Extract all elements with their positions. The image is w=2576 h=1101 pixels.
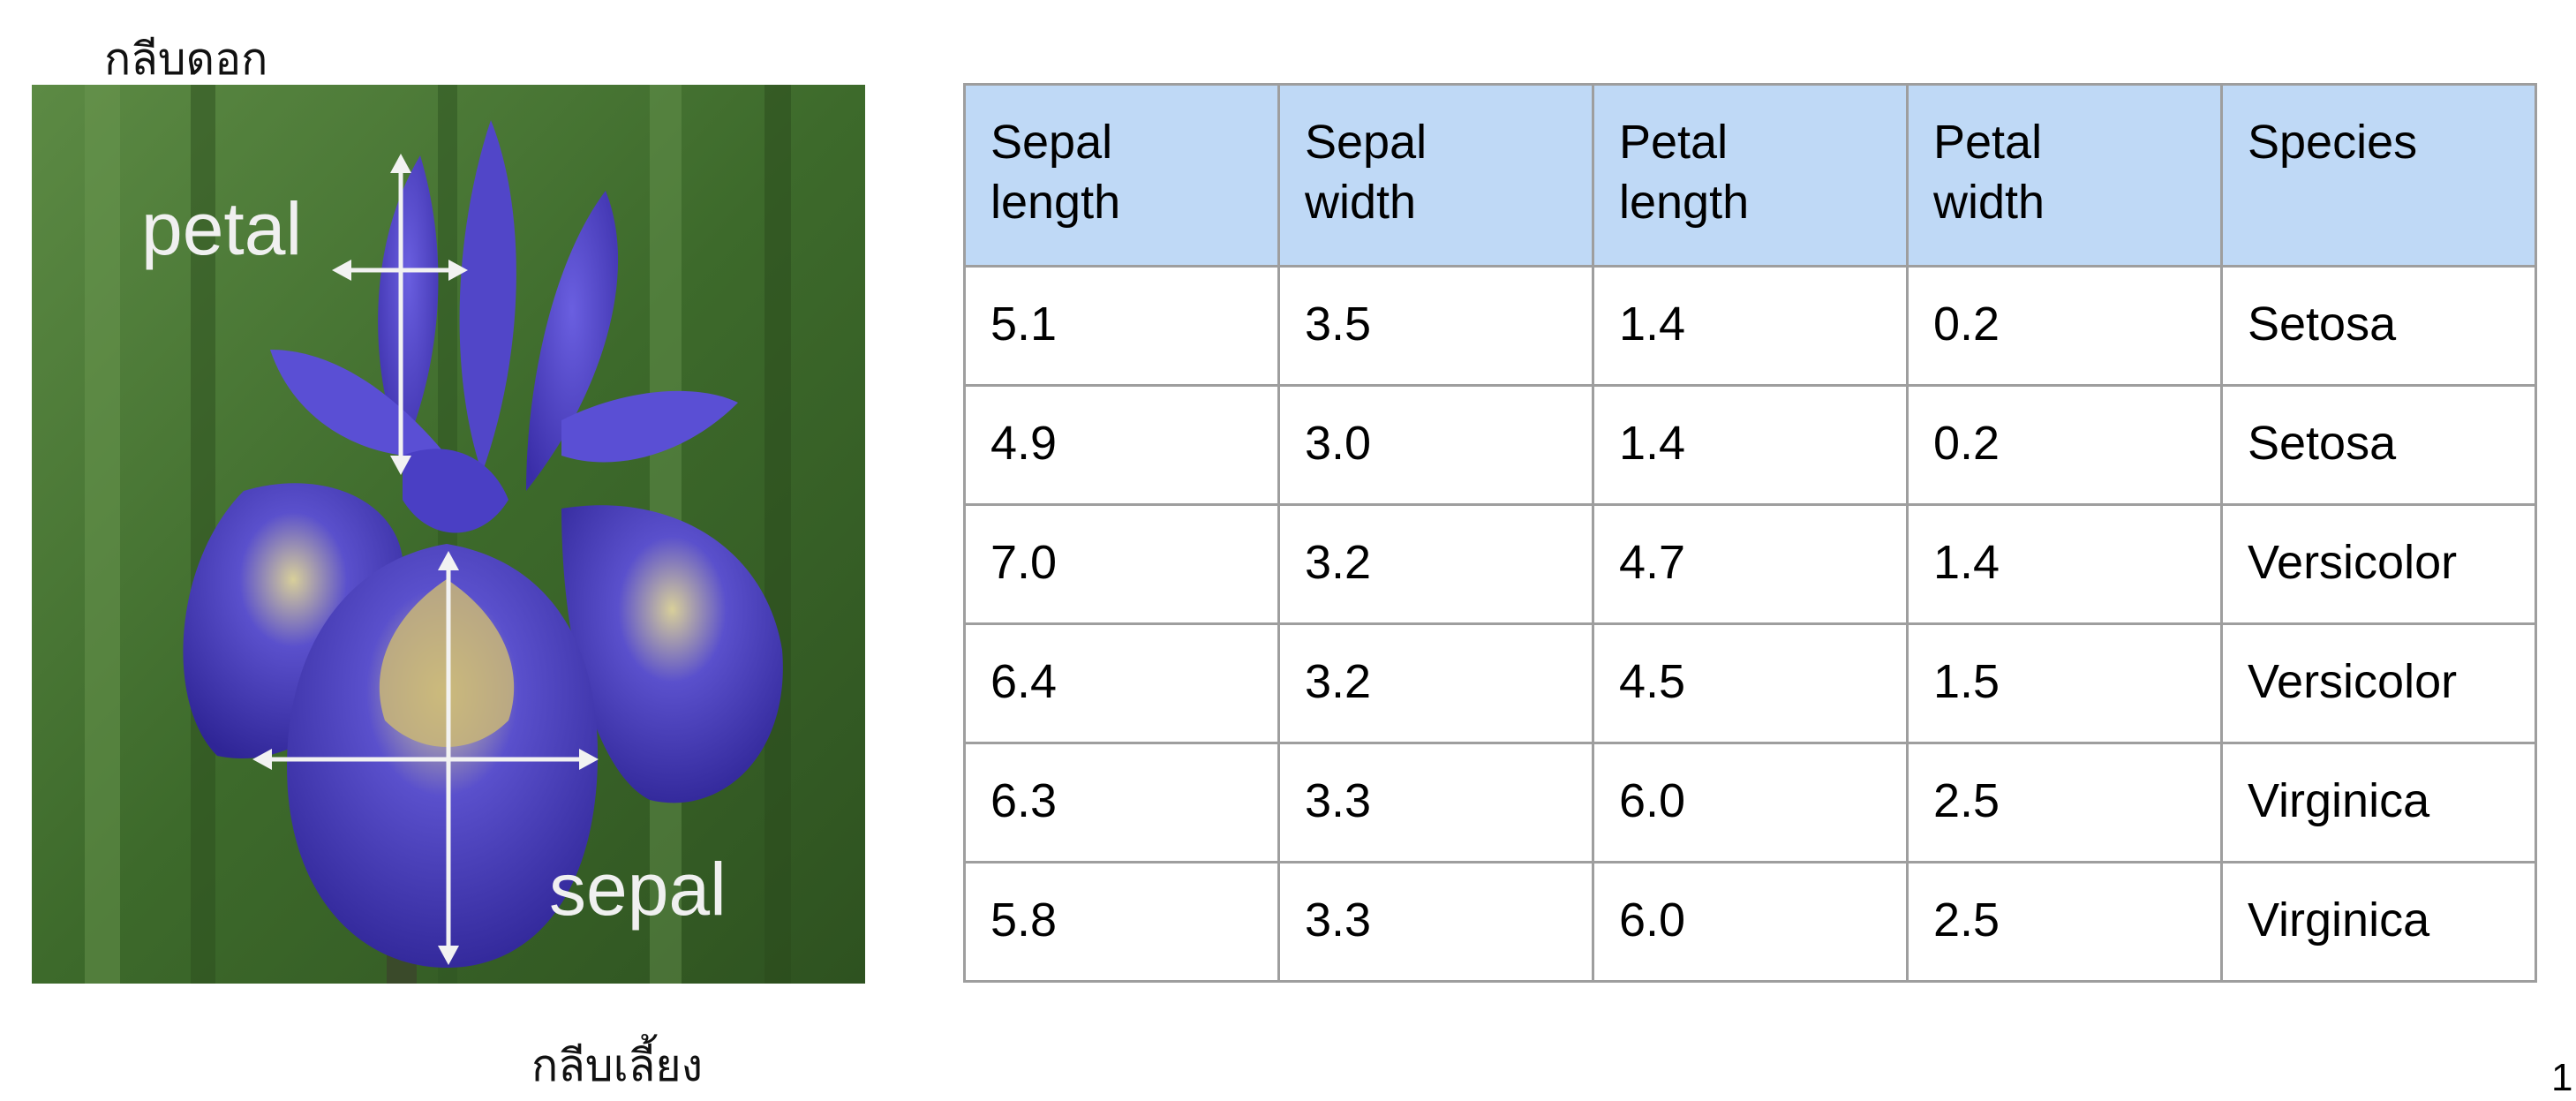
header-species: Species bbox=[2220, 83, 2537, 268]
cell-sepal-width: 3.5 bbox=[1277, 265, 1594, 387]
table-row: 7.0 3.2 4.7 1.4 Versicolor bbox=[963, 503, 2537, 625]
table-header-row: Sepal length Sepal width Petal length Petal… bbox=[963, 83, 2537, 268]
cell-sepal-width: 3.0 bbox=[1277, 384, 1594, 506]
cell-petal-length: 4.5 bbox=[1592, 622, 1909, 744]
table-row: 6.4 3.2 4.5 1.5 Versicolor bbox=[963, 622, 2537, 744]
page-number: 1 bbox=[2551, 1056, 2573, 1099]
cell-sepal-length: 7.0 bbox=[963, 503, 1280, 625]
cell-species: Virginica bbox=[2220, 742, 2537, 863]
cell-sepal-length: 4.9 bbox=[963, 384, 1280, 506]
header-sepal-width: Sepal width bbox=[1277, 83, 1594, 268]
header-sepal-length: Sepal length bbox=[963, 83, 1280, 268]
cell-species: Versicolor bbox=[2220, 503, 2537, 625]
sepal-caption-thai: กลีบเลี้ยง bbox=[531, 1040, 704, 1091]
cell-petal-width: 2.5 bbox=[1906, 742, 2223, 863]
header-petal-length: Petal length bbox=[1592, 83, 1909, 268]
cell-petal-length: 1.4 bbox=[1592, 265, 1909, 387]
cell-petal-length: 6.0 bbox=[1592, 861, 1909, 983]
iris-flower-image: petal sepal bbox=[32, 85, 865, 984]
cell-sepal-length: 5.8 bbox=[963, 861, 1280, 983]
cell-petal-width: 1.5 bbox=[1906, 622, 2223, 744]
table-row: 6.3 3.3 6.0 2.5 Virginica bbox=[963, 742, 2537, 863]
cell-petal-width: 1.4 bbox=[1906, 503, 2223, 625]
cell-petal-width: 0.2 bbox=[1906, 384, 2223, 506]
petal-caption-thai: กลีบดอก bbox=[104, 34, 268, 85]
cell-species: Setosa bbox=[2220, 265, 2537, 387]
cell-petal-length: 1.4 bbox=[1592, 384, 1909, 506]
cell-species: Virginica bbox=[2220, 861, 2537, 983]
cell-sepal-width: 3.2 bbox=[1277, 622, 1594, 744]
cell-sepal-length: 6.4 bbox=[963, 622, 1280, 744]
cell-sepal-width: 3.3 bbox=[1277, 861, 1594, 983]
cell-sepal-width: 3.3 bbox=[1277, 742, 1594, 863]
table-row: 5.8 3.3 6.0 2.5 Virginica bbox=[963, 861, 2537, 983]
cell-petal-length: 4.7 bbox=[1592, 503, 1909, 625]
cell-sepal-width: 3.2 bbox=[1277, 503, 1594, 625]
cell-sepal-length: 6.3 bbox=[963, 742, 1280, 863]
cell-petal-width: 2.5 bbox=[1906, 861, 2223, 983]
cell-petal-width: 0.2 bbox=[1906, 265, 2223, 387]
cell-petal-length: 6.0 bbox=[1592, 742, 1909, 863]
table-row: 4.9 3.0 1.4 0.2 Setosa bbox=[963, 384, 2537, 506]
iris-data-table: Sepal length Sepal width Petal length Petal… bbox=[963, 83, 2537, 983]
cell-species: Setosa bbox=[2220, 384, 2537, 506]
sepal-label: sepal bbox=[549, 848, 727, 931]
cell-sepal-length: 5.1 bbox=[963, 265, 1280, 387]
table-row: 5.1 3.5 1.4 0.2 Setosa bbox=[963, 265, 2537, 387]
header-petal-width: Petal width bbox=[1906, 83, 2223, 268]
petal-label: petal bbox=[141, 187, 302, 270]
cell-species: Versicolor bbox=[2220, 622, 2537, 744]
